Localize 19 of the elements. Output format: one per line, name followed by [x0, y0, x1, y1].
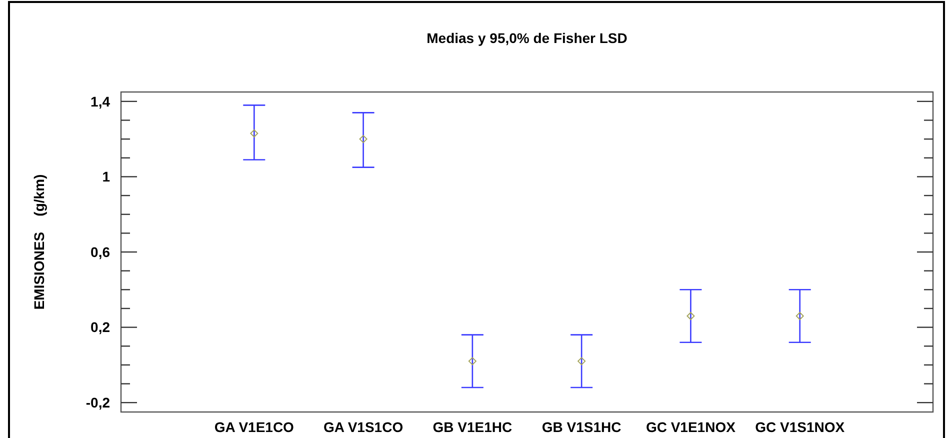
x-tick-label: GB V1S1HC: [542, 419, 622, 435]
y-axis-title: EMISIONES (g/km): [31, 174, 47, 310]
point: [796, 312, 804, 320]
point: [250, 129, 258, 138]
x-tick-label: GA V1E1CO: [214, 419, 294, 435]
x-tick-label: GC V1S1NOX: [755, 419, 846, 435]
y-tick-label: 1,4: [90, 93, 110, 110]
y-tick-label: 1: [102, 168, 110, 185]
y-tick-label: 0,2: [90, 319, 110, 336]
point: [686, 312, 695, 320]
chart-title: Medias y 95,0% de Fisher LSD: [426, 30, 628, 46]
point: [468, 357, 476, 366]
x-tick-label: GC V1E1NOX: [646, 419, 736, 435]
x-tick-label: GA V1S1CO: [323, 419, 404, 435]
x-tick-label: GB V1E1HC: [432, 419, 512, 435]
point: [359, 135, 368, 144]
point: [578, 357, 586, 366]
y-tick-label: 0,6: [90, 244, 110, 260]
y-tick-label: -0,2: [86, 394, 110, 410]
